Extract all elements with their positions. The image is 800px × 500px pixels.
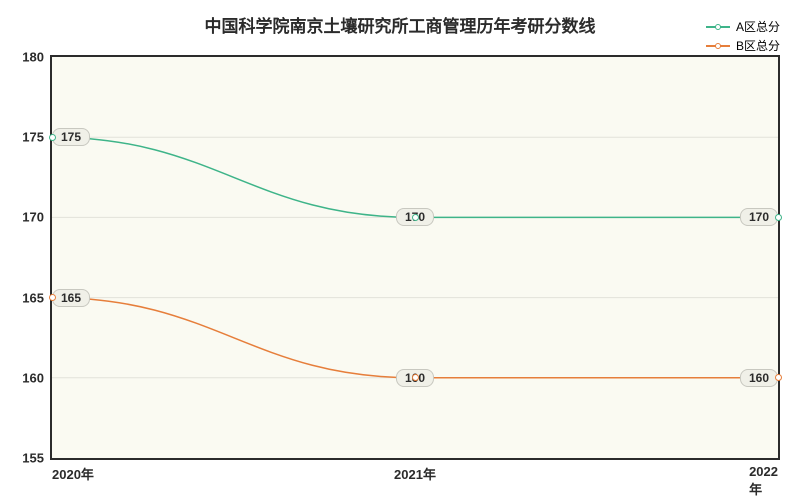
point-label: 175: [52, 128, 90, 146]
legend: A区总分 B区总分: [706, 18, 780, 56]
plot-area: 1551601651701751802020年2021年2022年1751701…: [50, 55, 780, 460]
y-tick-label: 155: [22, 451, 44, 466]
legend-item-b: B区总分: [706, 37, 780, 54]
point-label: 160: [740, 369, 778, 387]
legend-swatch-b: [706, 45, 730, 47]
y-tick-label: 175: [22, 130, 44, 145]
y-tick-label: 170: [22, 210, 44, 225]
y-tick-label: 160: [22, 370, 44, 385]
point-marker: [775, 214, 782, 221]
legend-dot-a: [715, 24, 721, 30]
chart-title: 中国科学院南京土壤研究所工商管理历年考研分数线: [0, 12, 800, 37]
x-tick-label: 2020年: [52, 464, 94, 483]
point-label: 170: [740, 208, 778, 226]
chart-container: 中国科学院南京土壤研究所工商管理历年考研分数线 A区总分 B区总分 155 160…: [0, 0, 800, 500]
point-marker: [49, 294, 56, 301]
x-tick-label: 2022年: [749, 464, 778, 498]
point-marker: [412, 374, 419, 381]
y-tick-label: 180: [22, 50, 44, 65]
legend-label-b: B区总分: [736, 37, 780, 54]
legend-dot-b: [715, 43, 721, 49]
x-tick-label: 2021年: [394, 464, 436, 483]
legend-label-a: A区总分: [736, 18, 780, 35]
legend-item-a: A区总分: [706, 18, 780, 35]
point-marker: [775, 374, 782, 381]
point-marker: [412, 214, 419, 221]
point-label: 165: [52, 289, 90, 307]
y-tick-label: 165: [22, 290, 44, 305]
plot-svg: [52, 57, 778, 458]
legend-swatch-a: [706, 26, 730, 28]
point-marker: [49, 134, 56, 141]
